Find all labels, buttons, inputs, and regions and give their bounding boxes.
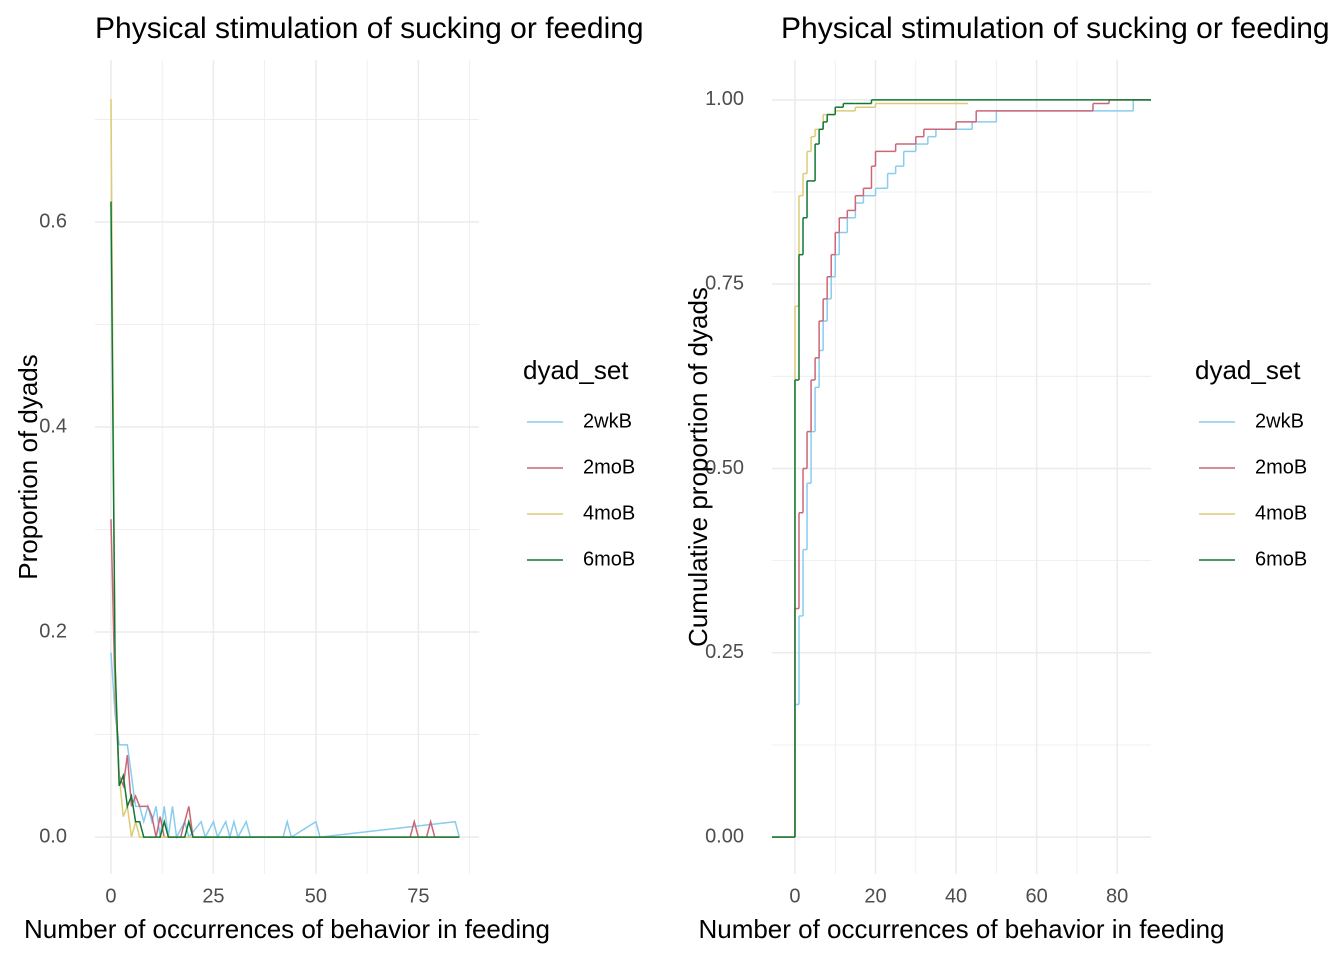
data-line (110, 98, 460, 838)
data-line (110, 519, 460, 838)
x-tick-label: 20 (864, 885, 886, 907)
y-tick-label: 0.50 (705, 457, 744, 479)
y-tick-label: 0.4 (39, 415, 67, 437)
chart-title: Physical stimulation of sucking or feedi… (781, 12, 1330, 45)
y-axis-title: Cumulative proportion of dyads (683, 287, 713, 647)
x-tick-label: 0 (789, 885, 800, 907)
x-axis-title: Number of occurrences of behavior in fee… (24, 914, 550, 944)
legend-label: 4moB (1255, 502, 1307, 524)
x-axis-title: Number of occurrences of behavior in fee… (698, 914, 1224, 944)
legend-label: 2moB (583, 456, 635, 478)
y-tick-label: 1.00 (705, 88, 744, 110)
y-tick-label: 0.75 (705, 272, 744, 294)
y-tick-label: 0.00 (705, 825, 744, 847)
y-axis-title: Proportion of dyads (13, 354, 43, 579)
y-tick-label: 0.6 (39, 210, 67, 232)
legend-label: 2moB (1255, 456, 1307, 478)
x-tick-label: 0 (105, 885, 116, 907)
legend-label: 6moB (1255, 548, 1307, 570)
legend-label: 4moB (583, 502, 635, 524)
legend-label: 6moB (583, 548, 635, 570)
y-tick-label: 0.2 (39, 620, 67, 642)
x-tick-label: 50 (305, 885, 327, 907)
x-tick-label: 60 (1025, 885, 1047, 907)
legend-title: dyad_set (1195, 355, 1301, 385)
legend-title: dyad_set (523, 355, 629, 385)
chart-title: Physical stimulation of sucking or feedi… (95, 12, 644, 45)
legend-label: 2wkB (1255, 410, 1304, 432)
x-tick-label: 40 (945, 885, 967, 907)
data-line (110, 652, 461, 841)
data-line (110, 201, 460, 838)
legend-label: 2wkB (583, 410, 632, 432)
y-tick-label: 0.0 (39, 825, 67, 847)
x-tick-label: 75 (407, 885, 429, 907)
x-tick-label: 80 (1106, 885, 1128, 907)
y-tick-label: 0.25 (705, 641, 744, 663)
x-tick-label: 25 (202, 885, 224, 907)
